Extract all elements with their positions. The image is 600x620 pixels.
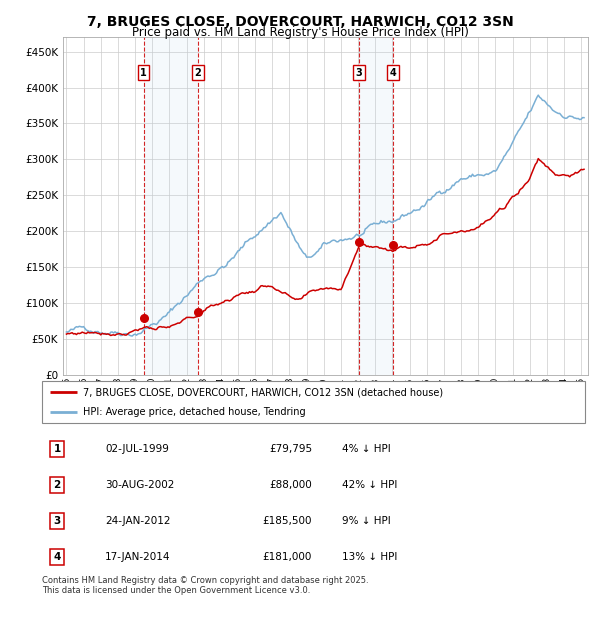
Text: 9% ↓ HPI: 9% ↓ HPI [342,516,391,526]
Text: 4: 4 [53,552,61,562]
Text: 42% ↓ HPI: 42% ↓ HPI [342,480,397,490]
Text: £88,000: £88,000 [269,480,312,490]
Text: 1: 1 [53,444,61,454]
Text: 02-JUL-1999: 02-JUL-1999 [105,444,169,454]
Text: 2: 2 [53,480,61,490]
Text: 2: 2 [194,68,202,78]
Text: Price paid vs. HM Land Registry's House Price Index (HPI): Price paid vs. HM Land Registry's House … [131,26,469,38]
Text: 3: 3 [356,68,362,78]
Text: 30-AUG-2002: 30-AUG-2002 [105,480,175,490]
Bar [143,37,198,375]
Text: £185,500: £185,500 [263,516,312,526]
Text: 4: 4 [390,68,397,78]
Text: 4% ↓ HPI: 4% ↓ HPI [342,444,391,454]
Text: 7, BRUGES CLOSE, DOVERCOURT, HARWICH, CO12 3SN: 7, BRUGES CLOSE, DOVERCOURT, HARWICH, CO… [86,16,514,29]
Text: 7, BRUGES CLOSE, DOVERCOURT, HARWICH, CO12 3SN (detached house): 7, BRUGES CLOSE, DOVERCOURT, HARWICH, CO… [83,388,443,397]
Text: Contains HM Land Registry data © Crown copyright and database right 2025.
This d: Contains HM Land Registry data © Crown c… [42,576,368,595]
Bar [359,37,393,375]
Text: 3: 3 [53,516,61,526]
Text: £181,000: £181,000 [263,552,312,562]
Text: 1: 1 [140,68,147,78]
FancyBboxPatch shape [42,381,585,423]
Text: 24-JAN-2012: 24-JAN-2012 [105,516,170,526]
Text: £79,795: £79,795 [269,444,312,454]
Text: HPI: Average price, detached house, Tendring: HPI: Average price, detached house, Tend… [83,407,305,417]
Text: 13% ↓ HPI: 13% ↓ HPI [342,552,397,562]
Text: 17-JAN-2014: 17-JAN-2014 [105,552,170,562]
